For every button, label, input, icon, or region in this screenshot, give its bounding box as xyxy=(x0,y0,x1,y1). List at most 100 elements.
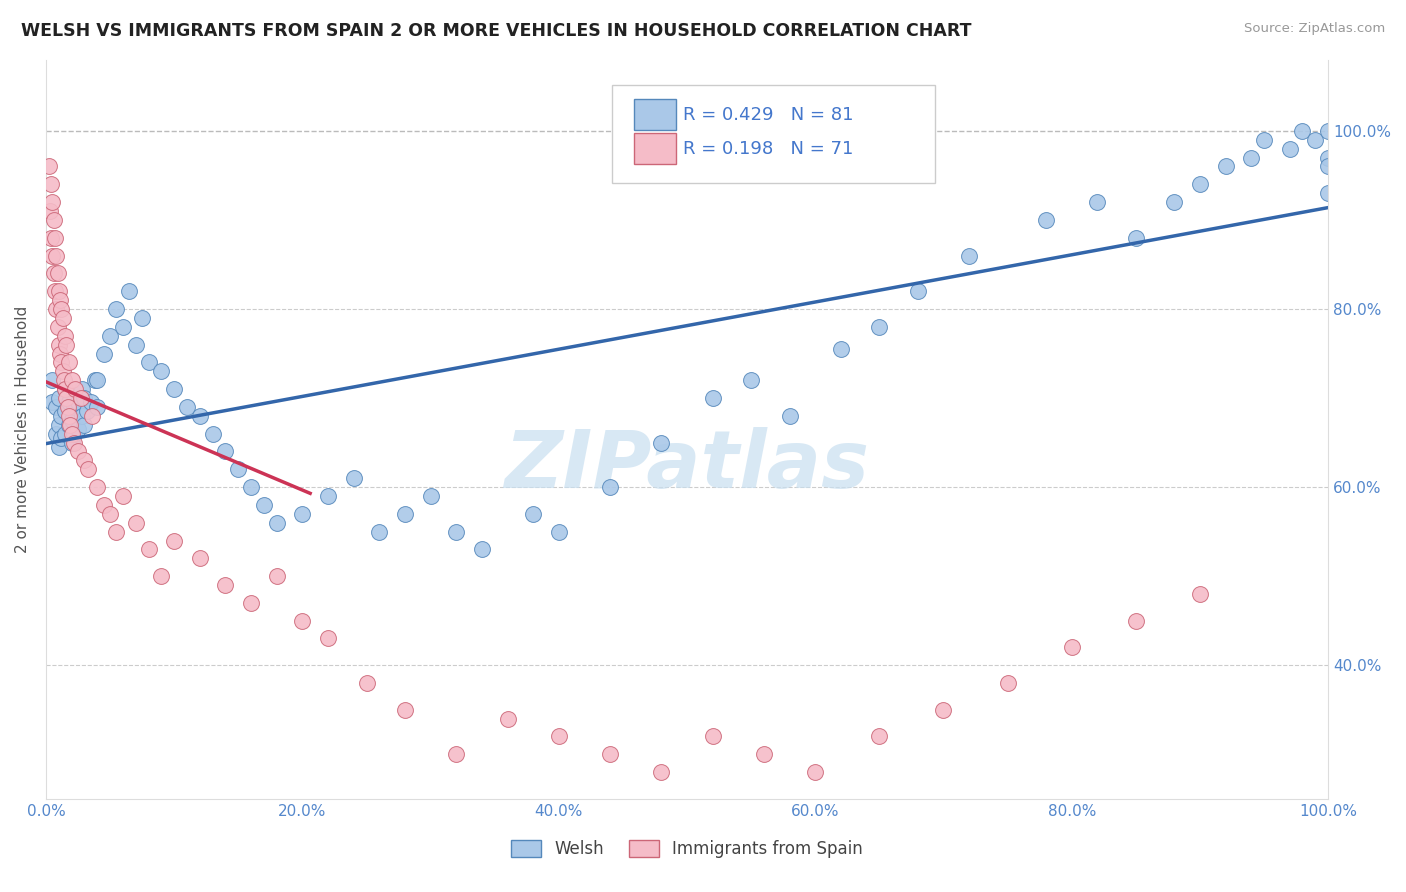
Point xyxy=(45,301,67,316)
Point xyxy=(1163,195,1185,210)
Point xyxy=(86,400,108,414)
Point xyxy=(56,400,79,414)
Point xyxy=(702,391,724,405)
Point xyxy=(49,346,72,360)
Point xyxy=(1215,160,1237,174)
Point xyxy=(63,426,86,441)
Point xyxy=(868,730,890,744)
Point xyxy=(138,542,160,557)
Point xyxy=(111,489,134,503)
Point xyxy=(1317,124,1340,138)
Point xyxy=(73,417,96,432)
Point xyxy=(650,765,672,780)
Point xyxy=(240,596,263,610)
Point xyxy=(394,703,416,717)
Point xyxy=(98,507,121,521)
Point xyxy=(46,319,69,334)
Point xyxy=(60,426,83,441)
Point xyxy=(150,569,173,583)
Point xyxy=(51,409,73,423)
Point xyxy=(316,489,339,503)
Point xyxy=(214,444,236,458)
Point xyxy=(65,382,87,396)
Point xyxy=(98,328,121,343)
Point xyxy=(111,319,134,334)
Point xyxy=(368,524,391,539)
Point xyxy=(740,373,762,387)
Point xyxy=(42,266,65,280)
Point xyxy=(1253,133,1275,147)
Point xyxy=(291,614,314,628)
Point xyxy=(1188,587,1211,601)
Point xyxy=(599,747,621,762)
Point xyxy=(105,524,128,539)
Point xyxy=(1125,614,1147,628)
Point xyxy=(63,435,86,450)
Text: R = 0.198   N = 71: R = 0.198 N = 71 xyxy=(683,139,853,158)
Point xyxy=(39,231,62,245)
Point xyxy=(1035,213,1057,227)
Point xyxy=(49,293,72,307)
Point xyxy=(52,373,75,387)
Point xyxy=(131,310,153,325)
Point xyxy=(547,524,569,539)
Point xyxy=(38,160,60,174)
Point xyxy=(51,431,73,445)
Point xyxy=(1240,151,1263,165)
Point xyxy=(253,498,276,512)
Point xyxy=(226,462,249,476)
Point xyxy=(60,413,83,427)
Point xyxy=(77,462,100,476)
Point xyxy=(1125,231,1147,245)
Point xyxy=(1317,151,1340,165)
Y-axis label: 2 or more Vehicles in Household: 2 or more Vehicles in Household xyxy=(15,306,30,553)
Point xyxy=(93,498,115,512)
Point xyxy=(66,444,89,458)
Point xyxy=(58,417,80,432)
Point xyxy=(48,337,70,351)
Point xyxy=(1305,133,1327,147)
Point xyxy=(1317,186,1340,201)
Point xyxy=(188,551,211,566)
Point xyxy=(48,391,70,405)
Point xyxy=(779,409,801,423)
Point xyxy=(45,248,67,262)
Point xyxy=(73,453,96,467)
Point xyxy=(240,480,263,494)
Point xyxy=(471,542,494,557)
Point xyxy=(150,364,173,378)
Point xyxy=(66,395,89,409)
Point xyxy=(59,417,82,432)
Point xyxy=(53,382,76,396)
Text: Source: ZipAtlas.com: Source: ZipAtlas.com xyxy=(1244,22,1385,36)
Point xyxy=(214,578,236,592)
Point xyxy=(66,422,89,436)
Point xyxy=(830,342,852,356)
Point xyxy=(446,747,468,762)
Point xyxy=(394,507,416,521)
Point xyxy=(419,489,441,503)
Point xyxy=(58,355,80,369)
Point xyxy=(997,676,1019,690)
Point xyxy=(76,404,98,418)
Point xyxy=(53,328,76,343)
Point xyxy=(291,507,314,521)
Point xyxy=(58,395,80,409)
Point xyxy=(86,480,108,494)
Point xyxy=(48,440,70,454)
Point xyxy=(52,310,75,325)
Point xyxy=(60,435,83,450)
Point xyxy=(650,435,672,450)
Point xyxy=(55,337,77,351)
Point xyxy=(70,409,93,423)
Point xyxy=(1085,195,1108,210)
Point xyxy=(752,747,775,762)
Point xyxy=(1317,160,1340,174)
Point xyxy=(42,213,65,227)
Point xyxy=(44,231,66,245)
Point xyxy=(53,426,76,441)
Point xyxy=(53,382,76,396)
Point xyxy=(547,730,569,744)
Point xyxy=(1278,142,1301,156)
Point xyxy=(188,409,211,423)
